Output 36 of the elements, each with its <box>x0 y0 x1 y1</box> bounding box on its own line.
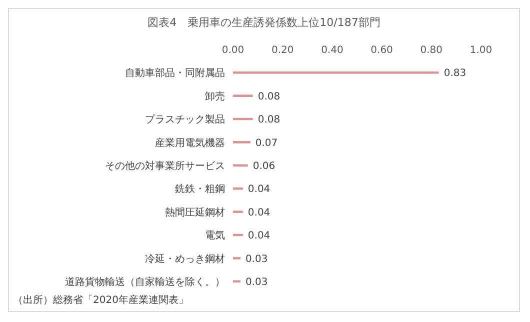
data-label: 0.04 <box>248 184 270 196</box>
x-tick-label: 0.40 <box>321 45 344 56</box>
data-label: 0.04 <box>248 207 270 218</box>
data-label: 0.03 <box>245 254 268 265</box>
bar <box>233 141 250 144</box>
y-tick-label: 電気 <box>205 230 225 242</box>
y-tick-label: 卸売 <box>205 90 225 102</box>
data-label: 0.07 <box>255 138 278 149</box>
chart-title: 図表4 乗用車の生産誘発係数上位10/187部門 <box>146 15 382 31</box>
bar <box>233 187 243 190</box>
data-label: 0.04 <box>248 230 270 242</box>
y-tick-label: 産業用電気機器 <box>155 136 225 149</box>
y-tick-label: 道路貨物輸送（自家輸送を除く。） <box>65 276 225 288</box>
bar <box>233 94 253 97</box>
bar <box>233 257 240 260</box>
x-tick-label: 1.00 <box>470 45 492 56</box>
x-tick-label: 0.00 <box>222 45 244 56</box>
bar <box>233 71 439 74</box>
y-tick-label: 銑鉄・粗鋼 <box>175 183 225 196</box>
bar <box>233 164 248 167</box>
y-tick-label: 冷延・めっき鋼材 <box>145 252 225 265</box>
bar <box>233 210 243 213</box>
x-tick-label: 0.80 <box>420 45 443 56</box>
y-tick-label: プラスチック製品 <box>145 114 225 126</box>
x-tick-label: 0.60 <box>370 45 393 56</box>
data-label: 0.08 <box>258 114 280 126</box>
data-label: 0.83 <box>444 68 466 80</box>
text: （出所）総務省「2020年産業連関表」 <box>13 294 188 307</box>
y-tick-label: 熱間圧延鋼材 <box>165 206 225 218</box>
data-label: 0.08 <box>258 91 280 102</box>
y-tick-label: その他の対事業所サービス <box>105 160 225 172</box>
data-label: 0.06 <box>252 160 276 172</box>
x-tick-label: 0.20 <box>271 45 294 56</box>
bar <box>233 280 240 283</box>
data-label: 0.03 <box>245 276 268 288</box>
y-tick-label: 自動車部品・同附属品 <box>125 67 225 80</box>
